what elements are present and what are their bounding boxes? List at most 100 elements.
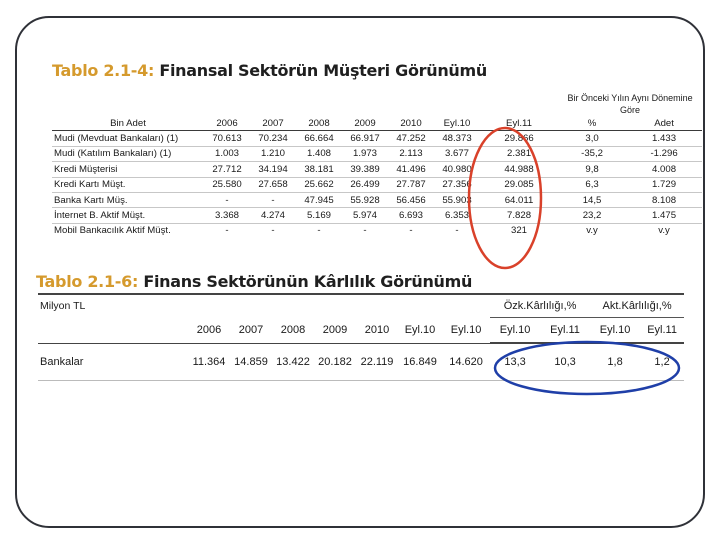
table-cell: 27.787: [388, 177, 434, 193]
table-cell: 321: [511, 225, 528, 237]
column-header: Eyl.11: [640, 317, 685, 344]
table-cell: -1.296: [626, 146, 703, 163]
table-cell: 1.210: [250, 146, 296, 163]
table-cell: v.y: [658, 225, 670, 237]
table-cell: 22.119: [356, 343, 398, 381]
table-cell: 44.988: [480, 161, 559, 178]
customer-table: Bir Önceki Yılın Aynı Dönemine Göre Bin …: [52, 82, 703, 238]
table-cell: 25.662: [296, 177, 342, 193]
table2-group-row: Milyon TL Özk.Kârlılığı,% Akt.Kârlılığı,…: [38, 293, 685, 318]
table-cell: 1.475: [626, 207, 703, 224]
column-header: Eyl.11: [540, 317, 591, 344]
row-label: Mobil Bankacılık Aktif Müşt.: [54, 225, 171, 237]
table-cell: 8.108: [626, 192, 703, 209]
table-cell: 14.620: [442, 343, 491, 381]
column-header: Eyl.10: [434, 116, 480, 132]
table-row: Banka Kartı Müş. - - 47.945 55.928 56.45…: [52, 192, 703, 209]
column-header: Eyl.10: [490, 317, 541, 344]
profitability-table: Milyon TL Özk.Kârlılığı,% Akt.Kârlılığı,…: [38, 293, 685, 381]
table-cell: 1.973: [342, 146, 388, 163]
table-cell: 23,2: [558, 207, 627, 224]
table-cell: 2.381: [480, 146, 559, 163]
table-cell: -: [317, 225, 321, 237]
column-header: 2007: [250, 116, 296, 132]
table-cell: 5.974: [342, 207, 388, 224]
table-cell: 16.849: [398, 343, 442, 381]
table-cell: 6,3: [558, 177, 627, 193]
table-cell: 11.364: [188, 343, 230, 381]
column-header: Eyl.10: [398, 317, 442, 344]
table-cell: 1.003: [204, 146, 250, 163]
column-header: 2008: [296, 116, 342, 132]
table-cell: 3,0: [558, 130, 627, 147]
table-cell: 6.693: [388, 207, 434, 224]
table-cell: 70.234: [250, 130, 296, 147]
table-row: İnternet B. Aktif Müşt. 3.368 4.274 5.16…: [52, 207, 703, 224]
table-cell: 27.356: [434, 177, 480, 193]
column-header: %: [558, 116, 627, 132]
table-row: Mobil Bankacılık Aktif Müşt. - - - - - -…: [52, 223, 702, 238]
table-cell: 2.113: [388, 146, 434, 163]
column-header: 2009: [314, 317, 356, 344]
table-cell: 4.008: [626, 161, 703, 178]
table-cell: 29.866: [480, 130, 559, 147]
table-cell: 40.980: [434, 161, 480, 178]
table-cell: 7.828: [480, 207, 559, 224]
table-cell: 64.011: [480, 192, 559, 209]
column-header: 2006: [188, 317, 230, 344]
table1-title-text: Finansal Sektörün Müşteri Görünümü: [159, 61, 487, 80]
table-cell: 66.917: [342, 130, 388, 147]
table-cell: 34.194: [250, 161, 296, 178]
table-cell: -: [225, 225, 229, 237]
column-header: Eyl.11: [480, 116, 559, 132]
table-cell: 66.664: [296, 130, 342, 147]
table1-header-row: Bin Adet 2006 2007 2008 2009 2010 Eyl.10…: [52, 116, 703, 132]
compare-header: Bir Önceki Yılın Aynı Dönemine Göre: [567, 93, 693, 115]
table2-header-row: 2006 2007 2008 2009 2010 Eyl.10 Eyl.10 E…: [38, 317, 685, 344]
table-cell: 1.433: [626, 130, 703, 147]
table-cell: 5.169: [296, 207, 342, 224]
table-cell: 10,3: [540, 343, 591, 381]
table-cell: 6.353: [434, 207, 480, 224]
table-cell: 14,5: [558, 192, 627, 209]
table2-title: Tablo 2.1-6: Finans Sektörünün Kârlılık …: [36, 272, 472, 291]
table-cell: -: [271, 225, 275, 237]
group-header-ozk: Özk.Kârlılığı,%: [490, 293, 591, 318]
table-row: Kredi Kartı Müşt. 25.580 27.658 25.662 2…: [52, 177, 703, 193]
table-cell: 27.658: [250, 177, 296, 193]
column-header: 2009: [342, 116, 388, 132]
row-label: Bankalar: [38, 343, 188, 381]
table-cell: 39.389: [342, 161, 388, 178]
table-cell: 26.499: [342, 177, 388, 193]
table-cell: 3.677: [434, 146, 480, 163]
table-cell: 70.613: [204, 130, 250, 147]
row-label: İnternet B. Aktif Müşt.: [52, 207, 204, 224]
table-cell: 27.712: [204, 161, 250, 178]
table-cell: 1,8: [590, 343, 641, 381]
table-cell: 13,3: [490, 343, 541, 381]
table-cell: -: [250, 192, 296, 209]
table-cell: 14.859: [230, 343, 272, 381]
table-cell: v.y: [586, 225, 598, 237]
label-header: Bin Adet: [52, 116, 204, 132]
slide-frame: [15, 16, 705, 528]
group-header-akt: Akt.Kârlılığı,%: [590, 293, 685, 318]
table-cell: 47.945: [296, 192, 342, 209]
table-cell: -35,2: [558, 146, 627, 163]
column-header: Eyl.10: [590, 317, 641, 344]
table-cell: 47.252: [388, 130, 434, 147]
table1-title: Tablo 2.1-4: Finansal Sektörün Müşteri G…: [52, 61, 487, 80]
table-cell: 29.085: [480, 177, 559, 193]
column-header: 2010: [388, 116, 434, 132]
table-cell: 13.422: [272, 343, 314, 381]
table-cell: 25.580: [204, 177, 250, 193]
table-row: Kredi Müşterisi 27.712 34.194 38.181 39.…: [52, 161, 703, 178]
table2-title-text: Finans Sektörünün Kârlılık Görünümü: [143, 272, 473, 291]
row-label: Mudi (Katılım Bankaları) (1): [52, 146, 204, 163]
row-label: Mudi (Mevduat Bankaları) (1): [52, 130, 204, 147]
column-header: 2008: [272, 317, 314, 344]
column-header: 2010: [356, 317, 398, 344]
table-row: Mudi (Katılım Bankaları) (1) 1.003 1.210…: [52, 146, 703, 163]
table-cell: 38.181: [296, 161, 342, 178]
table-cell: 56.456: [388, 192, 434, 209]
